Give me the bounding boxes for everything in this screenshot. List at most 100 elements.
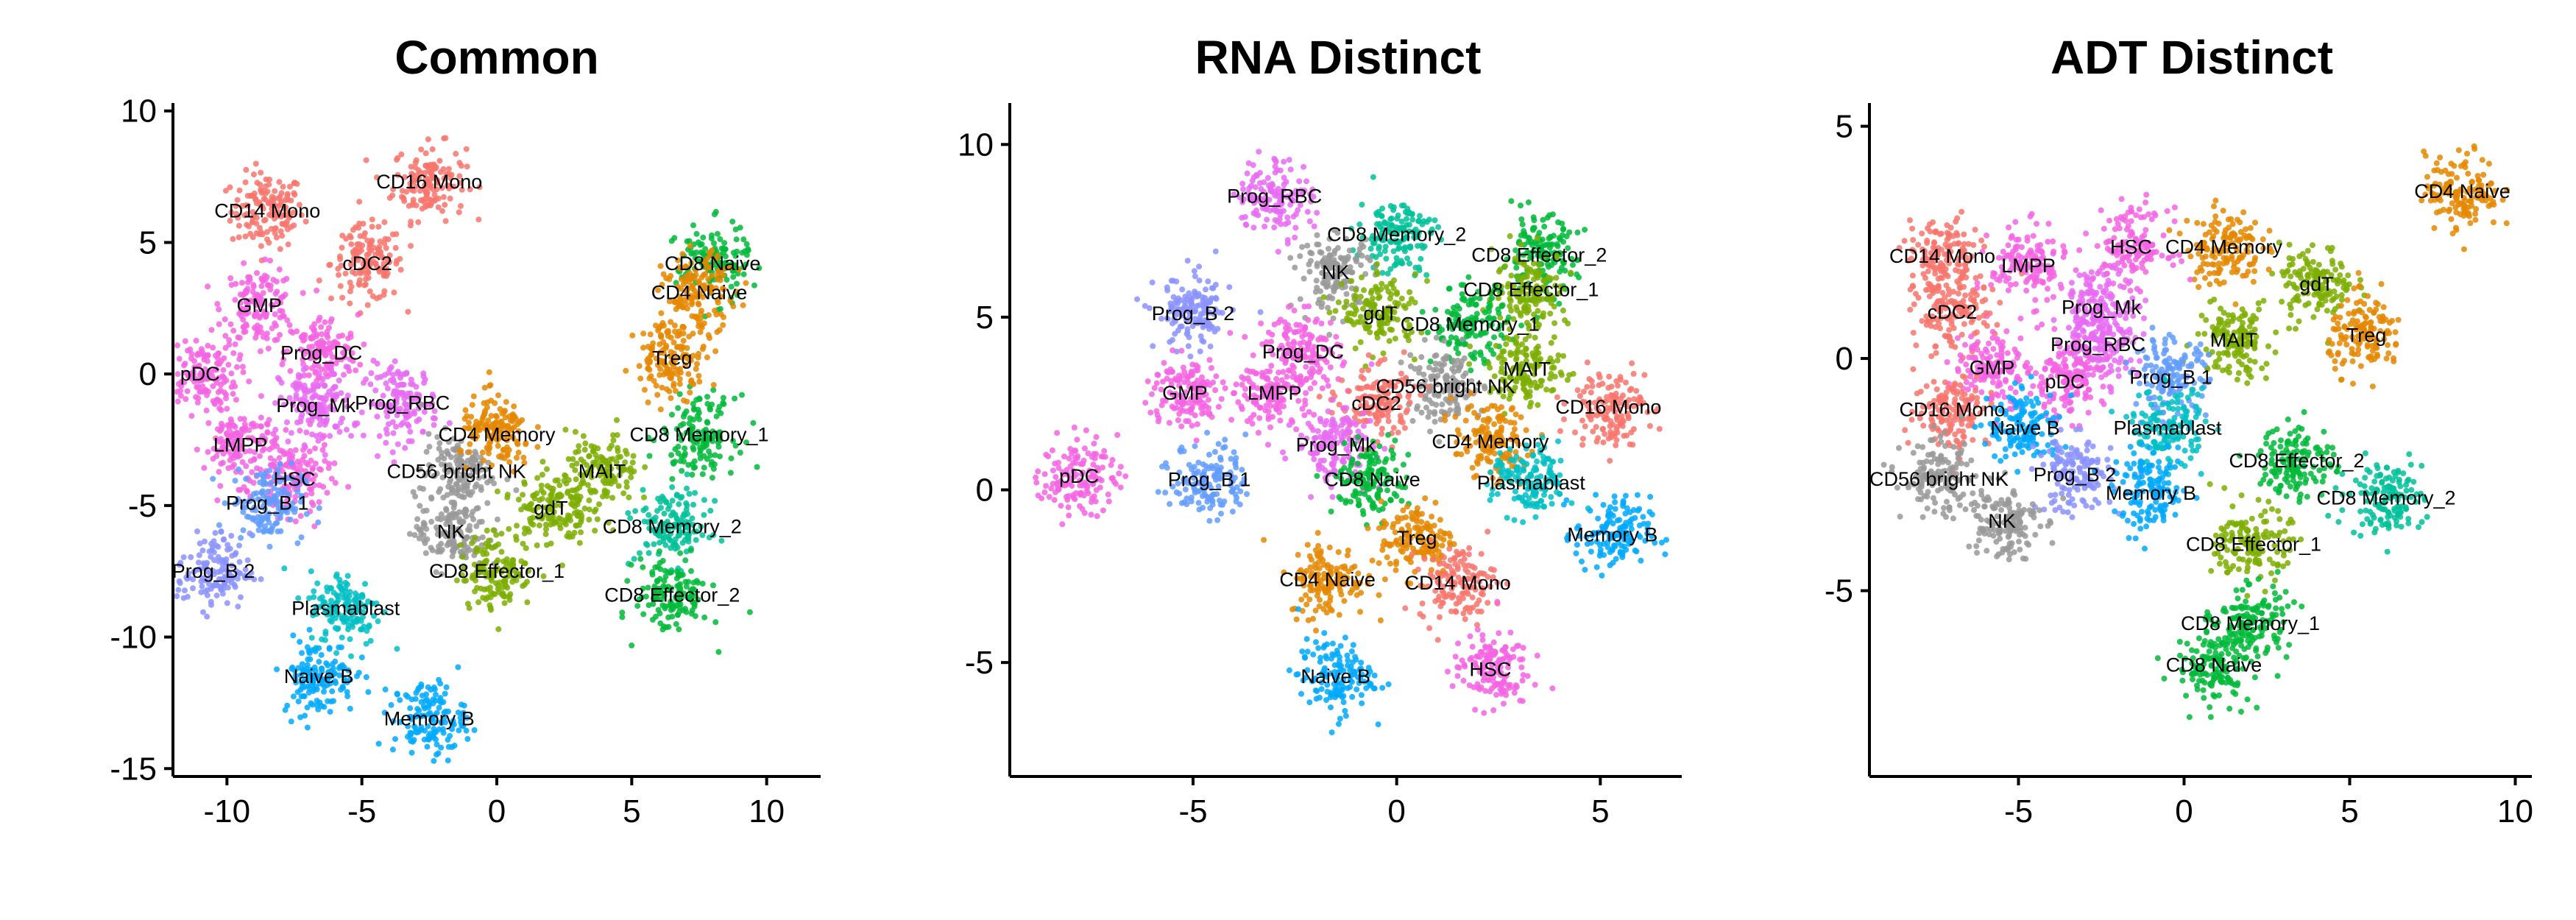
- scatter-point: [375, 247, 381, 253]
- scatter-point: [397, 266, 404, 273]
- scatter-point: [591, 509, 598, 515]
- scatter-point: [571, 529, 578, 536]
- scatter-point: [691, 405, 697, 411]
- scatter-point: [657, 263, 664, 269]
- scatter-point: [1406, 210, 1413, 216]
- scatter-point: [421, 170, 428, 176]
- scatter-point: [214, 301, 221, 307]
- scatter-point: [696, 372, 702, 379]
- scatter-point: [311, 327, 317, 333]
- scatter-point: [314, 580, 321, 587]
- scatter-point: [543, 526, 549, 532]
- scatter-point: [464, 163, 470, 170]
- scatter-point: [342, 270, 349, 277]
- scatter-point: [681, 397, 687, 404]
- scatter-point: [484, 586, 490, 592]
- scatter-point: [688, 567, 694, 574]
- scatter-point: [518, 506, 525, 513]
- scatter-point: [523, 545, 529, 551]
- scatter-point: [1326, 294, 1333, 300]
- scatter-point: [1393, 261, 1399, 268]
- scatter-point: [269, 194, 275, 200]
- scatter-point: [348, 653, 354, 659]
- scatter-point: [538, 482, 545, 489]
- scatter-point: [247, 230, 254, 237]
- scatter-point: [669, 498, 676, 504]
- scatter-point: [286, 183, 293, 190]
- scatter-point: [277, 461, 283, 467]
- scatter-point: [1534, 235, 1540, 241]
- scatter-point: [369, 224, 375, 230]
- scatter-point: [185, 347, 191, 354]
- scatter-point: [1551, 303, 1557, 310]
- scatter-point: [504, 452, 511, 459]
- scatter-point: [1560, 226, 1567, 232]
- scatter-point: [208, 601, 214, 608]
- scatter-point: [671, 235, 678, 241]
- scatter-point: [1134, 296, 1140, 302]
- scatter-point: [580, 433, 587, 439]
- scatter-point: [659, 558, 666, 564]
- scatter-point: [1250, 174, 1257, 180]
- scatter-point: [327, 585, 333, 592]
- scatter-point: [456, 449, 463, 455]
- scatter-point: [693, 397, 700, 403]
- scatter-point: [233, 397, 239, 403]
- scatter-point: [1521, 233, 1528, 239]
- scatter-point: [412, 696, 419, 702]
- scatter-point: [297, 428, 303, 434]
- scatter-point: [350, 255, 357, 262]
- scatter-point: [1406, 289, 1413, 295]
- scatter-point: [1292, 264, 1298, 271]
- scatter-point: [430, 174, 436, 180]
- scatter-point: [303, 429, 310, 436]
- scatter-point: [259, 231, 266, 238]
- scatter-point: [247, 530, 253, 537]
- scatter-point: [1432, 306, 1439, 313]
- scatter-point: [228, 209, 235, 216]
- scatter-point: [686, 333, 693, 340]
- scatter-point: [216, 405, 223, 411]
- scatter-point: [302, 386, 309, 393]
- scatter-point: [690, 446, 697, 453]
- scatter-point: [356, 281, 363, 288]
- scatter-point: [217, 483, 224, 489]
- scatter-point: [1491, 334, 1498, 341]
- scatter-point: [472, 484, 478, 490]
- scatter-point: [686, 491, 693, 497]
- scatter-point: [1370, 174, 1376, 180]
- scatter-point: [1373, 330, 1380, 336]
- scatter-point: [250, 209, 256, 216]
- scatter-point: [388, 364, 394, 370]
- scatter-point: [414, 516, 421, 523]
- scatter-point: [391, 289, 397, 296]
- scatter-point: [246, 514, 252, 520]
- cluster-label: CD8 Effector_2: [604, 584, 740, 606]
- scatter-point: [1412, 264, 1419, 271]
- scatter-point: [637, 550, 643, 556]
- scatter-point: [288, 718, 294, 725]
- scatter-point: [343, 426, 350, 433]
- scatter-point: [405, 308, 411, 315]
- scatter-point: [1250, 224, 1257, 231]
- scatter-point: [672, 459, 679, 465]
- scatter-point: [1424, 277, 1430, 284]
- scatter-point: [654, 508, 660, 514]
- scatter-point: [300, 447, 306, 453]
- scatter-point: [1278, 221, 1284, 227]
- scatter-point: [690, 464, 697, 471]
- scatter-point: [367, 288, 373, 294]
- scatter-point: [428, 202, 434, 208]
- scatter-point: [433, 164, 439, 171]
- scatter-point: [457, 180, 464, 186]
- scatter-point: [239, 364, 246, 370]
- scatter-point: [449, 553, 456, 559]
- x-tick-label: -10: [204, 793, 251, 829]
- scatter-point: [1394, 216, 1401, 222]
- scatter-point: [658, 333, 664, 339]
- scatter-point: [389, 192, 396, 199]
- scatter-point: [288, 224, 294, 230]
- scatter-point: [1540, 216, 1546, 223]
- scatter-point: [1426, 216, 1432, 223]
- scatter-point: [668, 545, 674, 551]
